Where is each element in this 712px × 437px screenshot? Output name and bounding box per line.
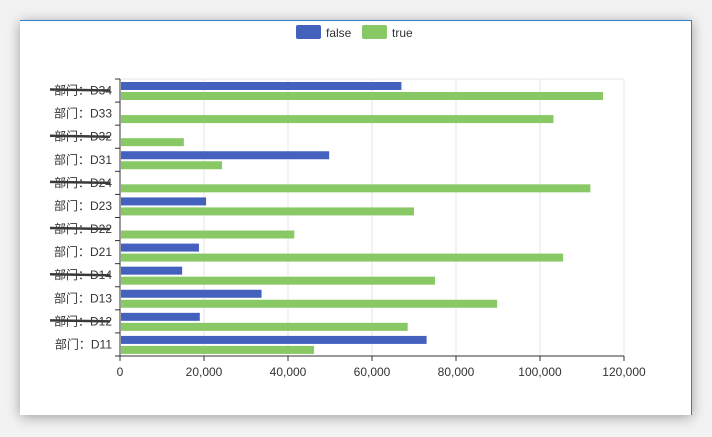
chart-axes xyxy=(115,78,625,361)
bar-true-3[interactable] xyxy=(121,299,498,308)
legend-swatch-false[interactable] xyxy=(296,25,321,39)
x-tick-label: 40,000 xyxy=(270,365,307,379)
y-tick-label[interactable]: 部门：D33 xyxy=(54,106,112,121)
bar-false-7[interactable] xyxy=(121,197,207,206)
legend-swatch-true[interactable] xyxy=(362,25,387,39)
y-tick-label[interactable]: 部门：D13 xyxy=(54,290,112,305)
bar-false-9[interactable] xyxy=(121,151,330,160)
bar-chart: false true 0 20,000 40,000 60,000 80,000 100,0… xyxy=(49,25,646,379)
label-strikethrough xyxy=(49,180,111,185)
bar-true-2[interactable] xyxy=(121,322,408,331)
chart-grid xyxy=(119,78,625,356)
y-tick-label[interactable]: 部门：D21 xyxy=(54,244,112,259)
bar-true-12[interactable] xyxy=(121,92,603,100)
legend-label-false[interactable]: false xyxy=(326,26,352,40)
x-tick-label: 0 xyxy=(117,365,124,379)
bar-true-9[interactable] xyxy=(121,161,223,170)
x-tick-label: 120,000 xyxy=(602,365,646,379)
x-tick-label: 80,000 xyxy=(438,365,475,379)
label-strikethrough xyxy=(49,226,111,231)
x-tick-label: 60,000 xyxy=(354,365,391,379)
bar-true-6[interactable] xyxy=(121,230,295,239)
chart-window: false true 0 20,000 40,000 60,000 80,000 100,0… xyxy=(20,20,692,415)
chart-labels: 0 20,000 40,000 60,000 80,000 100,000 120,000 部… xyxy=(49,83,646,379)
bar-true-1[interactable] xyxy=(121,345,315,354)
bar-false-5[interactable] xyxy=(121,243,199,252)
y-tick-label[interactable]: 部门：D23 xyxy=(54,198,112,213)
label-strikethrough xyxy=(49,134,111,138)
label-strikethrough xyxy=(49,319,111,323)
chart-bars xyxy=(121,82,603,354)
x-tick-label: 100,000 xyxy=(518,365,562,379)
y-tick-label[interactable]: 部门：D31 xyxy=(54,152,112,167)
bar-false-1[interactable] xyxy=(121,335,427,344)
bar-true-11[interactable] xyxy=(121,115,554,124)
legend-label-true[interactable]: true xyxy=(392,26,413,40)
bar-false-4[interactable] xyxy=(121,266,183,275)
bar-true-8[interactable] xyxy=(121,184,591,193)
bar-false-3[interactable] xyxy=(121,289,262,298)
bar-true-10[interactable] xyxy=(121,138,184,147)
bar-true-7[interactable] xyxy=(121,207,414,216)
bar-false-12[interactable] xyxy=(121,82,402,90)
bar-true-4[interactable] xyxy=(121,276,435,285)
y-tick-label[interactable]: 部门：D11 xyxy=(55,336,112,351)
label-strikethrough xyxy=(49,272,111,277)
x-tick-label: 20,000 xyxy=(186,365,223,379)
chart-legend[interactable]: false true xyxy=(296,25,413,40)
bar-false-2[interactable] xyxy=(121,312,200,321)
bar-true-5[interactable] xyxy=(121,253,564,262)
label-strikethrough xyxy=(49,88,111,92)
